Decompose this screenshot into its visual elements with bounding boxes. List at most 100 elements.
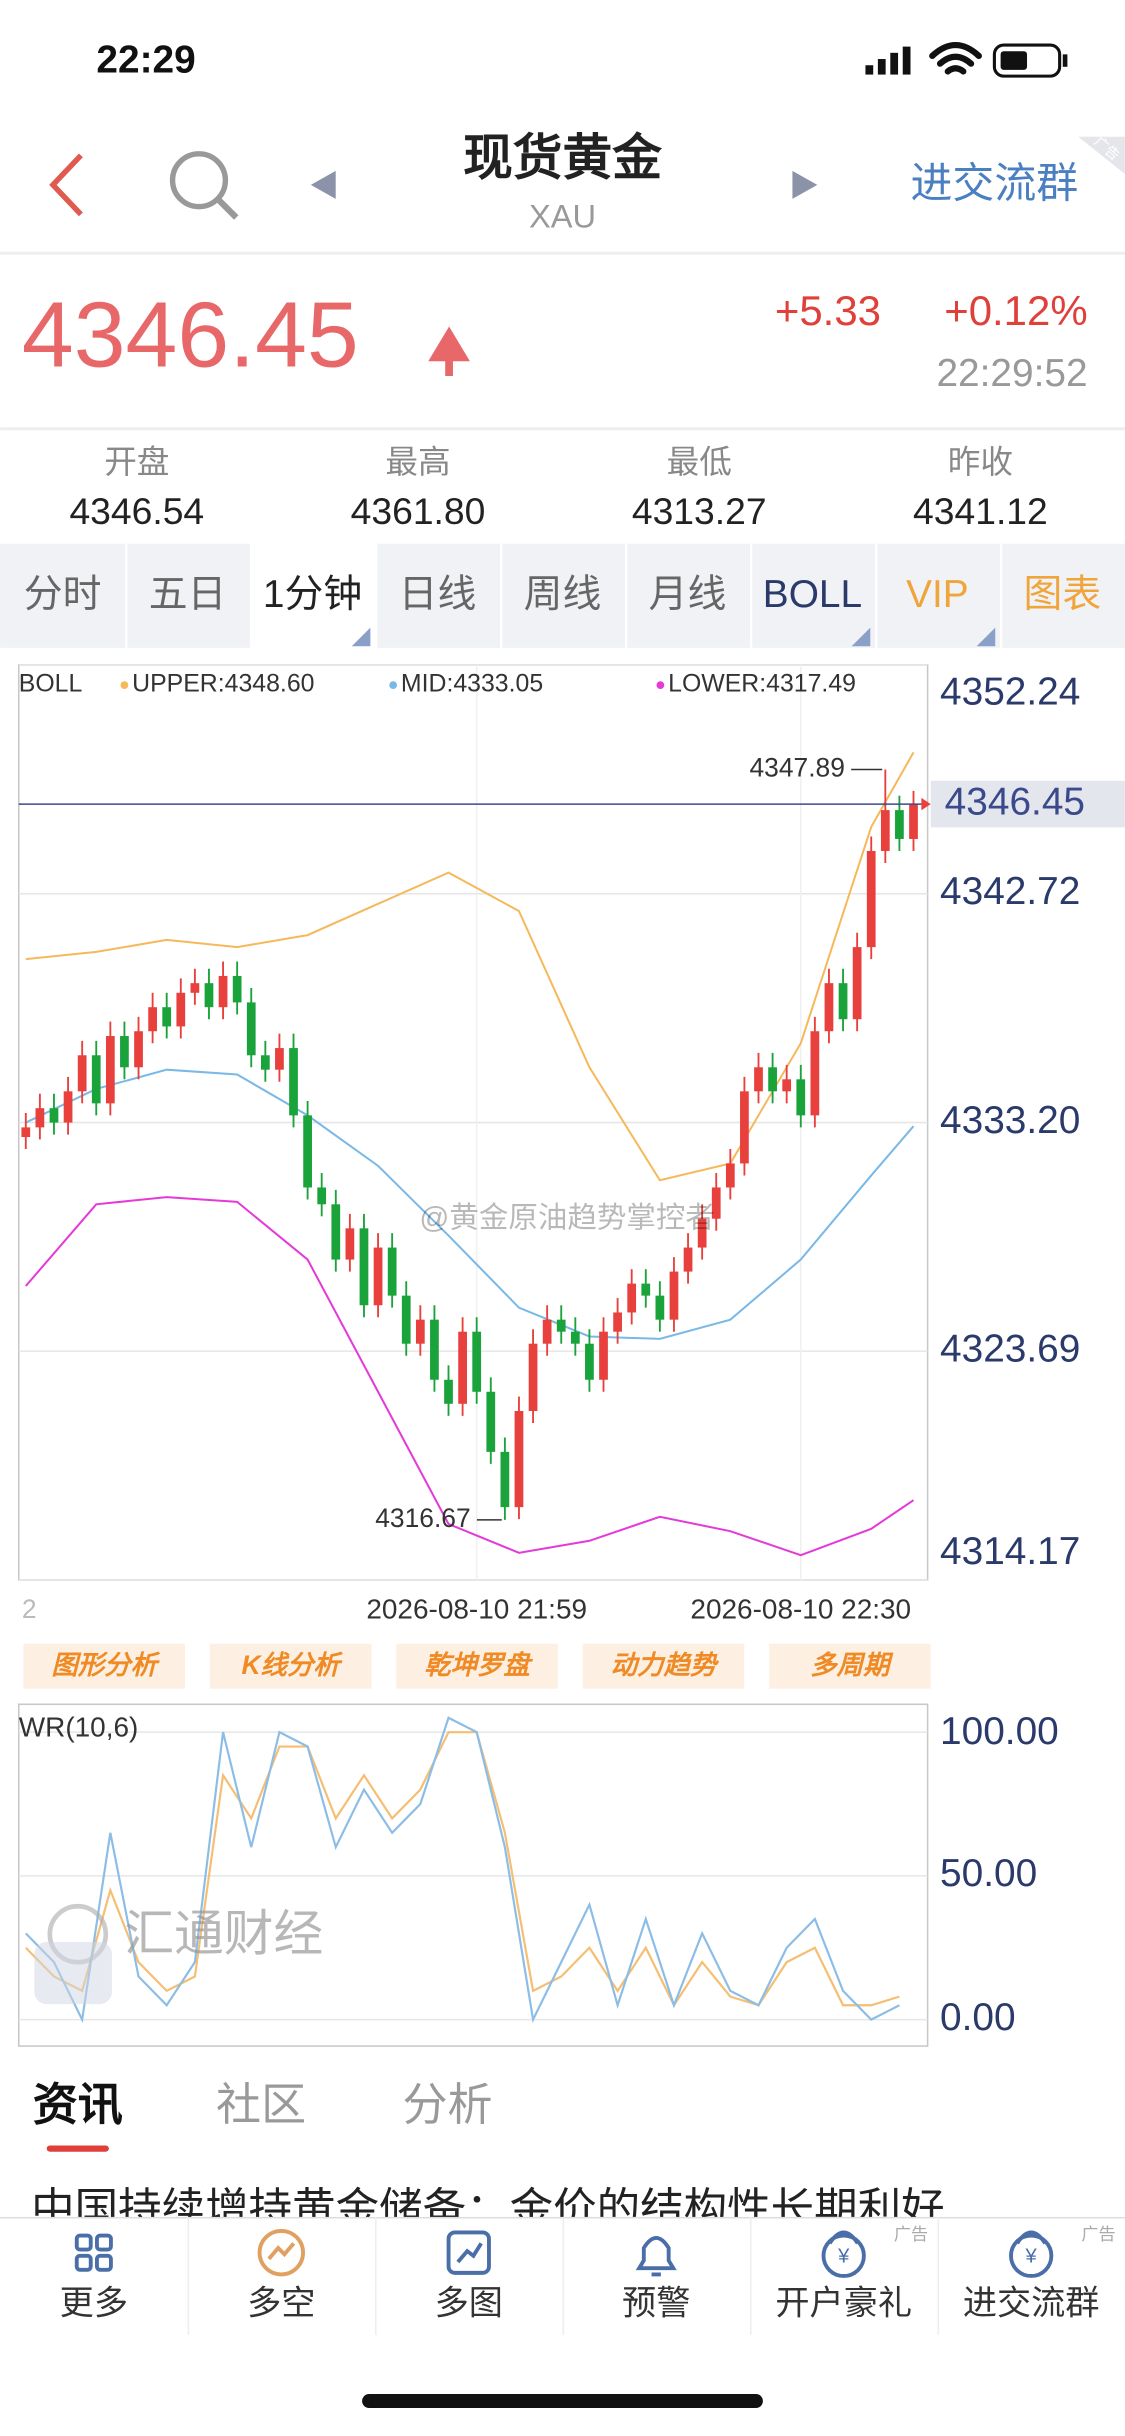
signal-bar <box>902 46 911 75</box>
signal-bar <box>877 59 886 75</box>
group-link[interactable]: 进交流群 <box>911 160 1079 207</box>
candle-body <box>359 1228 369 1306</box>
nav-icon <box>74 2233 93 2252</box>
divider <box>0 427 1125 431</box>
nav-item[interactable]: 更多 <box>60 2285 128 2323</box>
news-tab[interactable]: 资讯 <box>33 2079 123 2130</box>
candle-body <box>810 1031 820 1116</box>
candle-body <box>599 1331 608 1380</box>
candle-body <box>782 1079 792 1092</box>
prev-symbol[interactable] <box>310 170 336 199</box>
candle-body <box>444 1379 453 1404</box>
tool-button[interactable]: K线分析 <box>241 1650 343 1680</box>
candle-body <box>683 1247 693 1272</box>
nav-icon <box>74 2253 93 2272</box>
legend-label: LOWER:4317.49 <box>668 671 856 698</box>
y-tick-label: 50.00 <box>940 1852 1037 1895</box>
stat-value: 4346.54 <box>69 490 204 532</box>
candle-body <box>218 975 228 1008</box>
next-symbol[interactable] <box>792 170 818 199</box>
y-tick-label: 4314.17 <box>940 1530 1080 1573</box>
tool-button-bg <box>769 1643 931 1689</box>
x-axis-stub: 2 <box>22 1594 37 1624</box>
nav-icon <box>257 2228 305 2277</box>
candle-body <box>866 850 876 948</box>
tool-button-bg <box>396 1643 558 1689</box>
battery-tip <box>1062 54 1068 67</box>
candle-body <box>768 1067 777 1092</box>
period-tab[interactable]: 图表 <box>1024 573 1102 616</box>
candle-body <box>401 1295 411 1344</box>
boll-line <box>25 1196 915 1557</box>
period-tab[interactable]: 日线 <box>399 573 477 616</box>
nav-item[interactable]: 预警 <box>622 2285 690 2323</box>
indicator-label: WR(10,6) <box>19 1712 139 1743</box>
divider <box>0 251 1125 255</box>
legend-label: MID:4333.05 <box>401 671 543 698</box>
home-indicator <box>362 2394 763 2409</box>
legend-label: UPPER:4348.60 <box>132 671 314 698</box>
news-tab[interactable]: 社区 <box>216 2079 306 2130</box>
candle-body <box>754 1067 763 1092</box>
period-tab[interactable]: 分时 <box>24 573 102 616</box>
candle-body <box>190 983 200 993</box>
tab-menu-mark <box>851 627 871 647</box>
nav-icon-glyph: ¥ <box>837 2246 850 2268</box>
candle-body <box>331 1204 341 1260</box>
candle-body <box>162 1007 172 1027</box>
candle-body <box>275 1048 284 1070</box>
stat-value: 4313.27 <box>632 490 767 532</box>
candle-body <box>21 1127 31 1137</box>
candle-body <box>373 1247 383 1306</box>
y-tick-label: 4352.24 <box>940 671 1080 714</box>
nav-ad-tag: 广告 <box>1081 2225 1115 2244</box>
tool-button[interactable]: 多周期 <box>810 1650 894 1680</box>
nav-icon <box>95 2233 113 2252</box>
tab-menu-mark <box>351 627 371 647</box>
period-tab[interactable]: BOLL <box>763 573 862 616</box>
tool-button[interactable]: 图形分析 <box>51 1650 160 1680</box>
stat-label: 开盘 <box>104 443 169 480</box>
tab-divider <box>500 543 503 648</box>
y-tick-label: 4323.69 <box>940 1327 1080 1370</box>
period-tab[interactable]: 五日 <box>149 573 227 616</box>
candle-body <box>49 1108 59 1123</box>
wifi-icon <box>929 41 982 75</box>
candle-body <box>895 810 904 839</box>
brand-watermark: 汇通财经 <box>124 1905 323 1961</box>
nav-item[interactable]: 多图 <box>435 2285 503 2323</box>
nav-item[interactable]: 开户豪礼 <box>775 2285 912 2323</box>
candle-body <box>514 1411 524 1508</box>
nav-ad-tag: 广告 <box>894 2225 928 2244</box>
nav-icon <box>821 2233 866 2278</box>
candle-body <box>669 1271 679 1320</box>
back-button[interactable] <box>49 153 83 217</box>
period-tab[interactable]: 1分钟 <box>263 573 362 616</box>
news-tab[interactable]: 分析 <box>402 2079 492 2130</box>
tool-button[interactable]: 乾坤罗盘 <box>424 1650 533 1680</box>
x-tick-label: 2026-08-10 21:59 <box>366 1593 587 1624</box>
price-change-pct: +0.12% <box>944 287 1087 334</box>
period-tab[interactable]: 月线 <box>649 573 727 616</box>
candle-body <box>204 983 214 1008</box>
search-button[interactable] <box>169 151 229 210</box>
status-time: 22:29 <box>96 38 195 81</box>
weibo-watermark: @黄金原油趋势掌控者 <box>419 1201 714 1234</box>
tool-button[interactable]: 动力趋势 <box>611 1650 720 1680</box>
nav-item[interactable]: 进交流群 <box>963 2285 1100 2323</box>
y-tick-label: 4342.72 <box>940 870 1080 913</box>
candle-body <box>387 1247 397 1296</box>
candle-body <box>613 1312 622 1332</box>
candle-body <box>176 992 186 1027</box>
nav-icon <box>446 2230 491 2275</box>
stat-value: 4341.12 <box>913 490 1048 532</box>
logo-watermark-box <box>34 1941 112 2005</box>
period-tab[interactable]: VIP <box>906 573 969 616</box>
candle-body <box>317 1187 327 1205</box>
period-tab[interactable]: 周线 <box>524 573 602 616</box>
nav-icon-glyph: ¥ <box>1025 2246 1038 2268</box>
candle-body <box>740 1091 749 1164</box>
nav-item[interactable]: 多空 <box>247 2285 315 2323</box>
